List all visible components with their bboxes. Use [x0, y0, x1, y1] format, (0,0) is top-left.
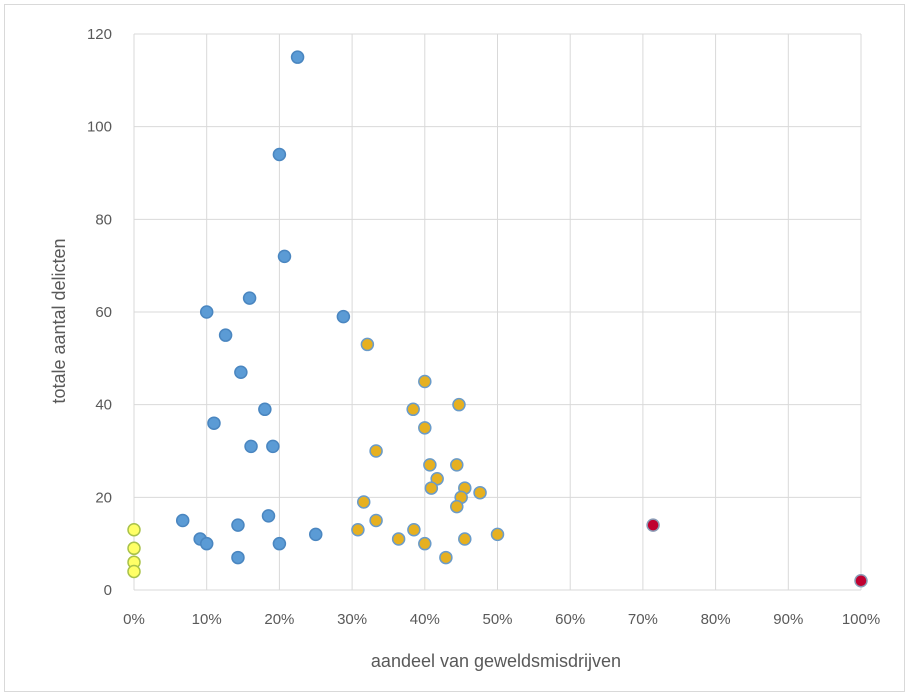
- data-points: [127, 50, 868, 588]
- data-point-series-1: [231, 518, 245, 532]
- y-tick-label: 80: [95, 211, 112, 228]
- data-point-series-1: [218, 328, 233, 342]
- data-point-series-2: [423, 458, 437, 472]
- data-point-series-2: [369, 513, 383, 528]
- y-tick-label: 0: [104, 582, 112, 599]
- x-tick-label: 100%: [842, 611, 880, 628]
- data-point-series-2: [356, 495, 371, 509]
- x-tick-labels: 0% 10% 20% 30% 40% 50% 60% 70% 80% 90% 100%: [123, 611, 880, 628]
- y-tick-label: 100: [87, 119, 112, 136]
- data-point-series-2: [450, 499, 464, 514]
- x-tick-label: 20%: [264, 611, 294, 628]
- data-point-series-1: [231, 550, 245, 565]
- y-tick-label: 60: [95, 304, 112, 321]
- data-point-series-2: [391, 532, 406, 546]
- data-point-series-1: [309, 527, 323, 542]
- data-point-series-1: [244, 439, 258, 454]
- data-point-series-2: [418, 374, 432, 389]
- data-point-series-2: [450, 458, 464, 472]
- data-point-series-2: [418, 536, 432, 551]
- data-point-series-1: [234, 365, 248, 379]
- x-tick-label: 90%: [773, 611, 803, 628]
- data-point-series-1: [207, 416, 221, 430]
- y-tick-label: 40: [95, 397, 112, 414]
- data-point-series-2: [452, 397, 466, 412]
- y-tick-label: 20: [95, 489, 112, 506]
- data-point-series-1: [290, 50, 305, 64]
- data-point-series-2: [418, 421, 432, 435]
- data-point-series-2: [473, 485, 487, 500]
- x-tick-label: 0%: [123, 611, 145, 628]
- data-point-series-2: [424, 481, 439, 495]
- data-point-series-2: [369, 444, 383, 458]
- data-point-series-1: [199, 536, 214, 551]
- data-point-series-1: [175, 513, 190, 528]
- y-axis-title: totale aantal delicten: [49, 238, 69, 403]
- x-tick-label: 50%: [482, 611, 512, 628]
- x-axis-title: aandeel van geweldsmisdrijven: [371, 651, 621, 671]
- x-tick-label: 10%: [192, 611, 222, 628]
- data-point-series-3: [127, 523, 141, 537]
- x-tick-label: 60%: [555, 611, 585, 628]
- y-tick-labels: 0 20 40 60 80 100 120: [87, 26, 112, 599]
- scatter-chart: 0% 10% 20% 30% 40% 50% 60% 70% 80% 90% 100% 0 20 40 6…: [49, 26, 880, 671]
- data-point-series-2: [406, 402, 420, 417]
- x-tick-label: 30%: [337, 611, 367, 628]
- chart-frame: 0% 10% 20% 30% 40% 50% 60% 70% 80% 90% 100% 0 20 40 6…: [4, 4, 905, 692]
- data-point-series-1: [261, 509, 276, 523]
- data-point-series-1: [272, 536, 287, 551]
- data-point-series-1: [336, 309, 351, 324]
- y-tick-label: 120: [87, 26, 112, 43]
- data-point-series-2: [407, 523, 421, 537]
- data-point-series-1: [277, 249, 292, 264]
- data-point-series-2: [360, 337, 375, 352]
- data-point-series-3: [127, 564, 141, 579]
- x-tick-label: 40%: [410, 611, 440, 628]
- data-point-series-3: [127, 541, 141, 556]
- data-point-series-2: [490, 527, 505, 542]
- data-point-series-1: [272, 147, 287, 162]
- data-point-series-1: [258, 402, 272, 417]
- data-point-series-2: [351, 523, 365, 537]
- data-point-series-1: [199, 305, 214, 319]
- data-point-series-1: [266, 439, 280, 454]
- x-tick-label: 70%: [628, 611, 658, 628]
- x-tick-label: 80%: [701, 611, 731, 628]
- data-point-series-1: [242, 291, 257, 305]
- data-point-series-4: [646, 518, 660, 532]
- data-point-series-2: [458, 532, 472, 546]
- data-point-series-2: [439, 550, 453, 565]
- data-point-series-4: [854, 573, 868, 588]
- gridlines: [133, 33, 862, 591]
